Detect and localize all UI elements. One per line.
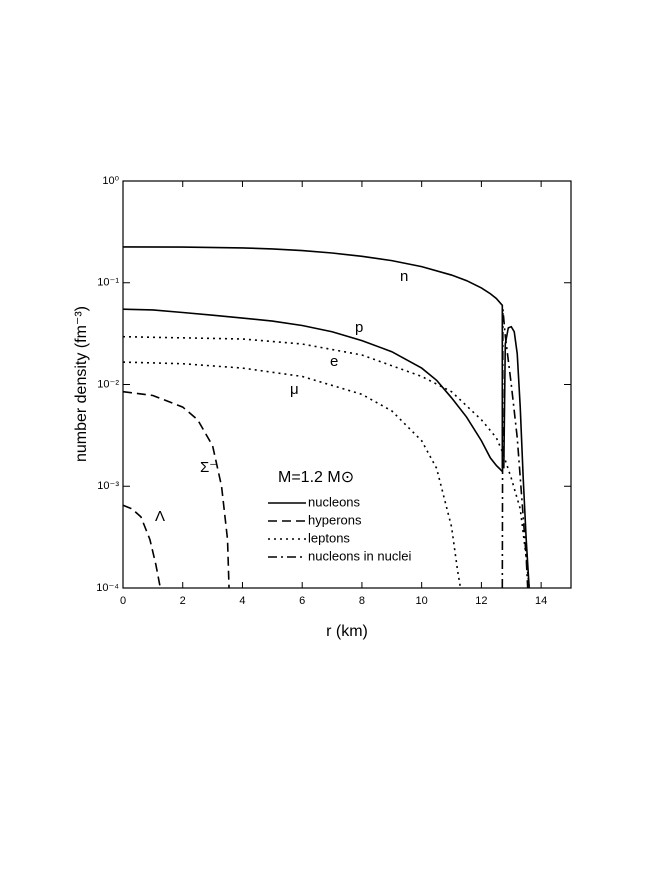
series-line: [122, 308, 503, 472]
curve-label: n: [400, 268, 408, 285]
legend-label: nucleons: [308, 494, 361, 509]
x-tick-label: 14: [535, 595, 547, 607]
series-line: [503, 325, 530, 589]
curve-label: μ: [290, 381, 299, 398]
y-tick-label: 10⁻⁴: [96, 582, 119, 594]
y-tick-label: 10⁻¹: [97, 277, 119, 289]
y-tick-label: 10⁰: [102, 175, 119, 187]
y-tick-label: 10⁻³: [97, 480, 119, 492]
x-tick-label: 10: [416, 595, 428, 607]
legend-label: hyperons: [308, 512, 362, 527]
series-line: [122, 335, 530, 589]
series-line: [122, 390, 230, 589]
x-tick-label: 2: [180, 595, 186, 607]
x-tick-label: 12: [475, 595, 487, 607]
x-tick-label: 0: [120, 595, 126, 607]
x-tick-label: 6: [299, 595, 305, 607]
x-tick-label: 4: [239, 595, 245, 607]
legend-label: leptons: [308, 530, 350, 545]
y-tick-label: 10⁻²: [97, 378, 119, 390]
y-axis-label: number density (fm⁻³): [73, 306, 90, 462]
series-line: [501, 309, 529, 589]
series-line: [122, 246, 504, 469]
series-line: [122, 361, 462, 589]
curve-label: Λ: [155, 508, 165, 525]
series-line: [122, 504, 162, 589]
annotation: M=1.2 M⊙: [278, 469, 354, 486]
x-tick-label: 8: [359, 595, 365, 607]
x-axis-label: r (km): [326, 623, 368, 640]
curve-label: e: [330, 353, 338, 370]
curve-label: p: [355, 319, 363, 336]
legend-label: nucleons in nuclei: [308, 548, 411, 563]
curve-label: Σ⁻: [200, 459, 217, 476]
